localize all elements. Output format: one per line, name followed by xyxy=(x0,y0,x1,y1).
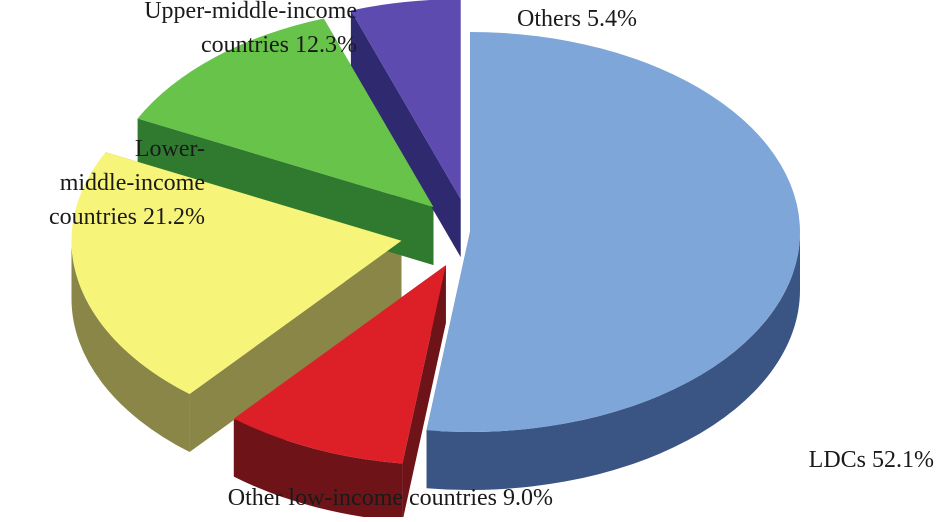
pie-slice-2 xyxy=(71,152,402,395)
pie-slice-wall-2-0 xyxy=(189,240,402,453)
slice-label-line: LDCs 52.1% xyxy=(809,447,934,473)
pie-slice-3 xyxy=(137,18,434,208)
slice-label-0: LDCs 52.1% xyxy=(809,447,934,473)
slice-label-2: Lower-middle-income countries 21.2% xyxy=(49,136,205,230)
pie-slice-wall-4-0 xyxy=(350,10,461,258)
slice-label-4: Others 5.4% xyxy=(517,6,637,32)
slice-label-line: middle-income xyxy=(60,170,205,196)
pie-slice-4 xyxy=(350,0,461,200)
slice-label-1: Other low-income countries 9.0% xyxy=(228,485,553,511)
slice-label-line: Lower- xyxy=(135,136,205,162)
pie-labels: LDCs 52.1% Other low-income countries 9.0… xyxy=(49,0,934,511)
slice-label-line: Others 5.4% xyxy=(517,6,637,32)
pie-slice-side-2 xyxy=(71,240,190,453)
slice-label-3: Upper-middle-income countries 12.3% xyxy=(144,0,357,58)
pie-slice-1 xyxy=(233,265,446,464)
slice-label-line: countries 12.3% xyxy=(201,32,357,58)
pie-slice-side-0 xyxy=(426,232,800,490)
pie-tops xyxy=(71,0,800,464)
slice-label-line: Other low-income countries 9.0% xyxy=(228,485,553,511)
pie-slice-0 xyxy=(426,32,800,433)
slice-label-line: countries 21.2% xyxy=(49,204,205,230)
slice-label-line: Upper-middle-income xyxy=(144,0,357,24)
